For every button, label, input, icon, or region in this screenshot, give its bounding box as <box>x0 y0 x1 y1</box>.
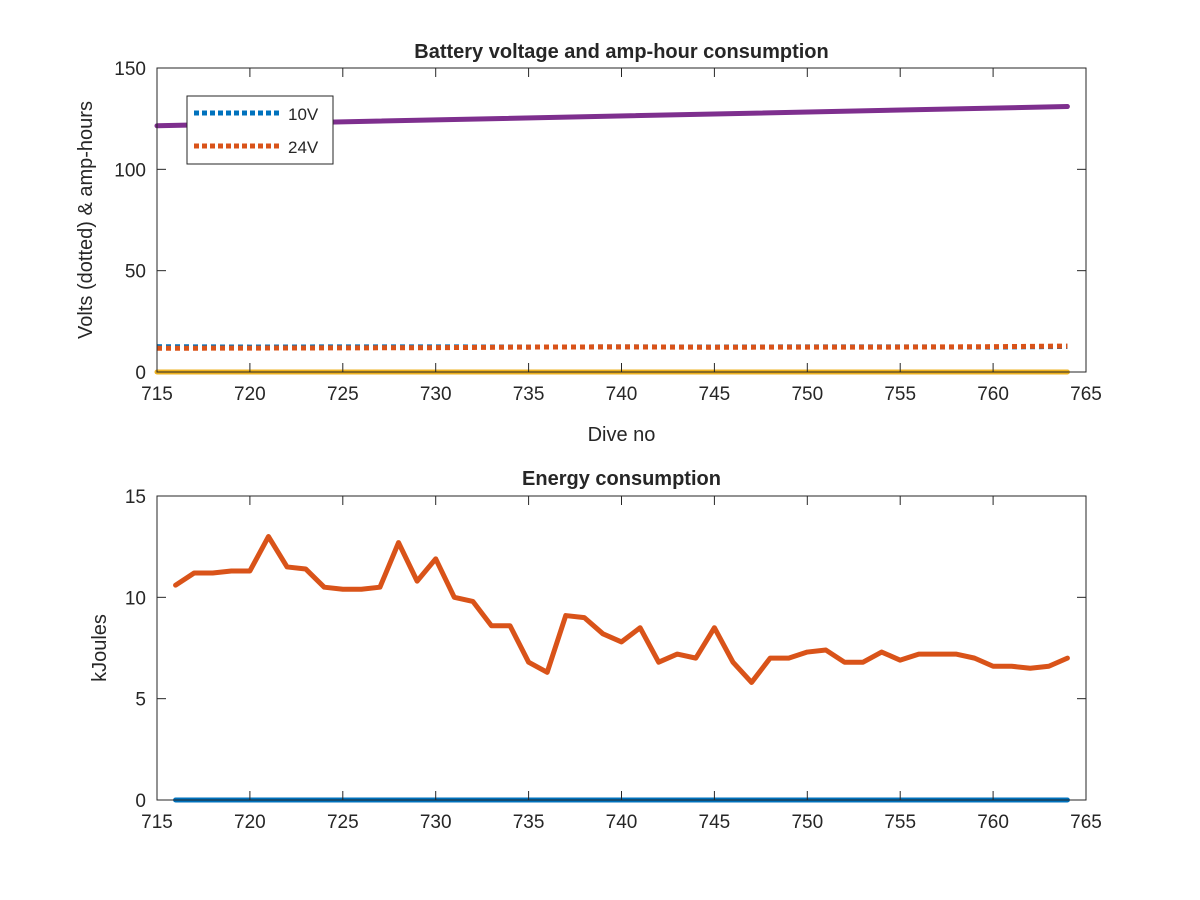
voltage-axes: 715 720 725 730 735 740 745 750 755 760 765 0 50 100 1… <box>75 41 1102 446</box>
voltage-x-tick-label: 715 <box>141 384 173 405</box>
voltage-x-tick-label: 720 <box>234 384 266 405</box>
voltage-x-tick-label: 740 <box>606 384 638 405</box>
energy-x-tick-label: 750 <box>791 812 823 833</box>
legend-box <box>186 95 334 165</box>
energy-series-line-1 <box>173 534 1070 685</box>
voltage-chart-title: Battery voltage and amp-hour consumption <box>414 41 828 63</box>
energy-chart-title: Energy consumption <box>522 468 721 490</box>
voltage-x-tick-label: 725 <box>327 384 359 405</box>
voltage-x-axis-label: Dive no <box>588 424 656 446</box>
energy-x-tick-label: 725 <box>327 812 359 833</box>
energy-y-tick-label: 10 <box>125 588 146 609</box>
voltage-y-tick-label: 100 <box>114 160 146 181</box>
voltage-x-tick-label: 755 <box>884 384 916 405</box>
legend: 10V 24V <box>186 95 334 165</box>
voltage-ticks-layer: 715 720 725 730 735 740 745 750 755 760 765 0 50 100 1… <box>114 59 1102 405</box>
voltage-x-tick-label: 750 <box>791 384 823 405</box>
voltage-x-tick-label: 745 <box>699 384 731 405</box>
legend-label-10v: 10V <box>288 105 319 124</box>
energy-ticks-layer: 715 720 725 730 735 740 745 750 755 760 765 0 5 10 15 <box>125 487 1102 833</box>
voltage-y-tick-label: 50 <box>125 262 146 283</box>
voltage-y-tick-label: 0 <box>135 363 146 384</box>
voltage-x-tick-label: 760 <box>977 384 1009 405</box>
energy-x-tick-label: 730 <box>420 812 452 833</box>
voltage-x-tick-label: 735 <box>513 384 545 405</box>
energy-x-tick-label: 720 <box>234 812 266 833</box>
energy-x-tick-label: 765 <box>1070 812 1102 833</box>
legend-label-24v: 24V <box>288 138 319 157</box>
energy-x-tick-label: 745 <box>699 812 731 833</box>
energy-y-tick-label: 5 <box>135 690 146 711</box>
voltage-x-tick-label: 765 <box>1070 384 1102 405</box>
voltage-x-tick-label: 730 <box>420 384 452 405</box>
energy-x-tick-label: 735 <box>513 812 545 833</box>
voltage-series-line-24v <box>156 343 1068 351</box>
voltage-y-axis-label: Volts (dotted) & amp-hours <box>75 101 97 339</box>
energy-x-tick-label: 760 <box>977 812 1009 833</box>
energy-axes: 715 720 725 730 735 740 745 750 755 760 765051015 … <box>89 468 1102 833</box>
energy-y-axis-label: kJoules <box>89 614 111 682</box>
voltage-y-tick-label: 150 <box>114 59 146 80</box>
energy-y-tick-label: 15 <box>125 487 146 508</box>
energy-y-tick-label: 0 <box>135 791 146 812</box>
energy-x-tick-label: 740 <box>606 812 638 833</box>
energy-x-tick-label: 715 <box>141 812 173 833</box>
energy-x-tick-label: 755 <box>884 812 916 833</box>
